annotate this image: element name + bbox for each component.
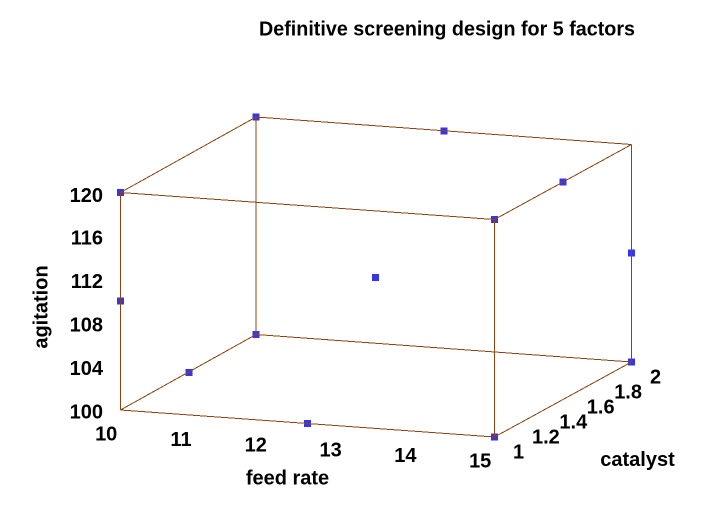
svg-text:100: 100 xyxy=(70,402,103,424)
svg-text:1.4: 1.4 xyxy=(559,412,588,434)
svg-text:12: 12 xyxy=(245,434,267,456)
svg-text:2: 2 xyxy=(650,367,661,389)
svg-text:108: 108 xyxy=(70,315,103,337)
svg-text:13: 13 xyxy=(319,440,341,462)
svg-text:catalyst: catalyst xyxy=(600,449,675,471)
svg-text:112: 112 xyxy=(71,271,103,293)
svg-text:104: 104 xyxy=(70,358,104,380)
svg-text:11: 11 xyxy=(170,429,191,451)
svg-text:120: 120 xyxy=(70,185,103,207)
svg-text:feed rate: feed rate xyxy=(246,468,329,490)
svg-text:10: 10 xyxy=(95,424,117,446)
svg-text:116: 116 xyxy=(71,228,103,250)
svg-text:1.2: 1.2 xyxy=(532,427,560,449)
svg-text:14: 14 xyxy=(394,445,417,467)
svg-text:15: 15 xyxy=(469,451,491,473)
svg-text:1.8: 1.8 xyxy=(614,382,642,404)
svg-text:1.6: 1.6 xyxy=(587,397,615,419)
svg-text:agitation: agitation xyxy=(30,265,52,348)
svg-text:Definitive screening design fo: Definitive screening design for 5 factor… xyxy=(259,19,635,41)
svg-text:1: 1 xyxy=(513,442,524,464)
